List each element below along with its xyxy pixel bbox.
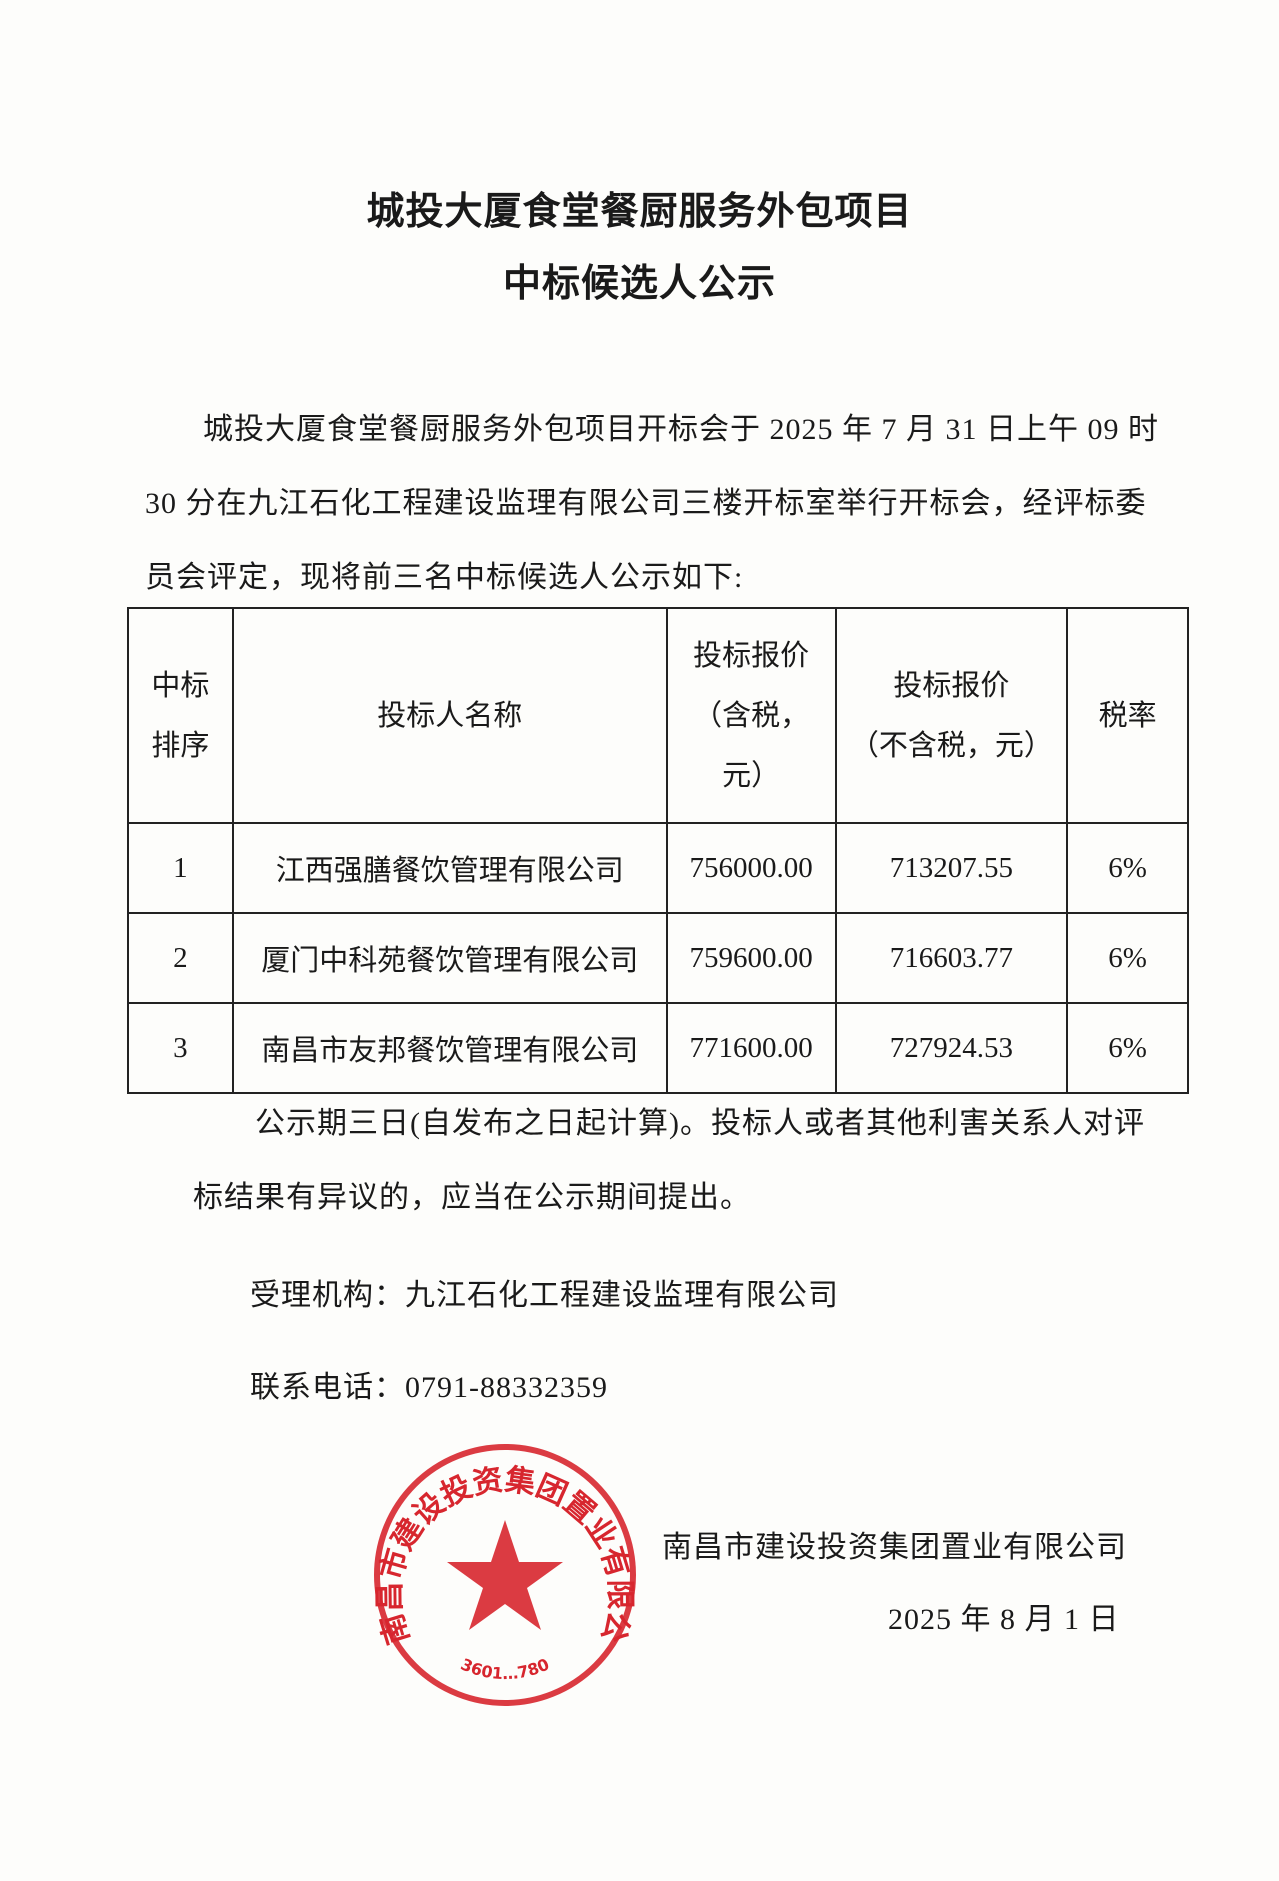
header-with-tax-line1: 投标报价 xyxy=(693,639,810,672)
with-tax-cell: 756000.00 xyxy=(665,822,837,914)
candidates-table: 中标排序 投标人名称 投标报价 （含税， 元） 投标报价 （不含税，元） 税率 1 江… xyxy=(127,607,1189,1094)
table-row: 1 江西强膳餐饮管理有限公司 756000.00 713207.55 6% xyxy=(127,822,1189,914)
table-row: 2 厦门中科苑餐饮管理有限公司 759600.00 716603.77 6% xyxy=(127,912,1189,1004)
header-tax-rate: 税率 xyxy=(1066,607,1189,824)
notice-line2: 标结果有异议的，应当在公示期间提出。 xyxy=(193,1181,751,1214)
intro-line2: 30 分在九江石化工程建设监理有限公司三楼开标室举行开标会，经评标委 xyxy=(145,487,1147,520)
intro-line3: 员会评定，现将前三名中标候选人公示如下: xyxy=(145,561,744,594)
company-seal: 南昌市建设投资集团置业有限公司 3601…780 xyxy=(370,1440,637,1706)
name-cell: 南昌市友邦餐饮管理有限公司 xyxy=(231,1002,668,1094)
table-header-row: 中标排序 投标人名称 投标报价 （含税， 元） 投标报价 （不含税，元） 税率 xyxy=(127,607,1189,824)
notice-line1: 公示期三日(自发布之日起计算)。投标人或者其他利害关系人对评 xyxy=(255,1107,1145,1140)
with-tax-cell: 759600.00 xyxy=(665,912,837,1004)
table-row: 3 南昌市友邦餐饮管理有限公司 771600.00 727924.53 6% xyxy=(127,1002,1189,1094)
header-rank-line2: 排序 xyxy=(151,729,210,762)
rank-cell: 2 xyxy=(127,912,234,1004)
header-with-tax: 投标报价 （含税， 元） xyxy=(665,607,837,824)
with-tax-cell: 771600.00 xyxy=(665,1002,837,1094)
header-without-tax: 投标报价 （不含税，元） xyxy=(834,607,1069,824)
signature-date: 2025 年 8 月 1 日 xyxy=(888,1603,1120,1636)
without-tax-cell: 716603.77 xyxy=(834,912,1069,1004)
header-name: 投标人名称 xyxy=(231,607,668,824)
name-cell: 厦门中科苑餐饮管理有限公司 xyxy=(231,912,668,1004)
rate-cell: 6% xyxy=(1066,1002,1189,1094)
name-cell: 江西强膳餐饮管理有限公司 xyxy=(231,822,668,914)
header-with-tax-line3: 元） xyxy=(722,759,781,792)
rank-cell: 3 xyxy=(127,1002,234,1094)
seal-code: 3601…780 xyxy=(458,1655,552,1684)
signature-company: 南昌市建设投资集团置业有限公司 xyxy=(662,1531,1127,1564)
document-title-line1: 城投大厦食堂餐厨服务外包项目 xyxy=(366,191,913,233)
header-with-tax-line2: （含税， xyxy=(693,699,810,732)
intro-line1: 城投大厦食堂餐厨服务外包项目开标会于 2025 年 7 月 31 日上午 09 … xyxy=(203,413,1159,446)
rate-cell: 6% xyxy=(1066,912,1189,1004)
rank-cell: 1 xyxy=(127,822,234,914)
without-tax-cell: 713207.55 xyxy=(834,822,1069,914)
without-tax-cell: 727924.53 xyxy=(834,1002,1069,1094)
header-rank-line1: 中标 xyxy=(151,669,210,702)
phone: 联系电话：0791-88332359 xyxy=(250,1371,608,1404)
star-icon xyxy=(447,1520,563,1630)
agency: 受理机构：九江石化工程建设监理有限公司 xyxy=(250,1279,839,1312)
document-title-line2: 中标候选人公示 xyxy=(502,263,776,305)
rate-cell: 6% xyxy=(1066,822,1189,914)
header-without-tax-line1: 投标报价 xyxy=(893,669,1010,702)
svg-text:3601…780: 3601…780 xyxy=(458,1655,552,1684)
header-rank: 中标 排序 xyxy=(127,607,234,824)
header-without-tax-line2: （不含税，元） xyxy=(849,729,1053,762)
